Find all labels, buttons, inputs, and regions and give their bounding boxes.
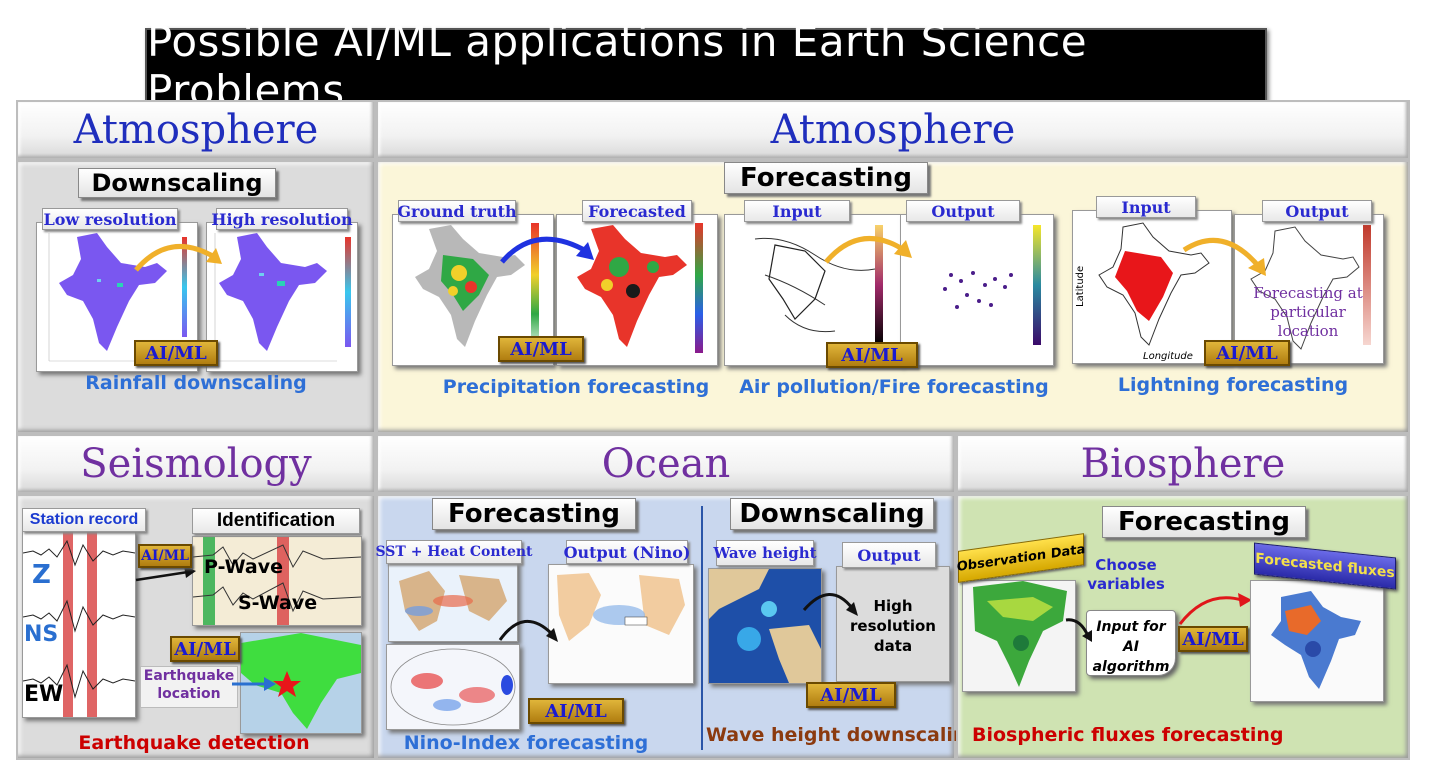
subtitle-forecasting-atm: Forecasting	[724, 162, 928, 194]
tag-air-input: Input	[744, 200, 850, 222]
input-ai-note: Input for AI algorithm	[1086, 610, 1176, 676]
aiml-badge-downscaling: AI/ML	[134, 340, 218, 366]
aiml-badge-air: AI/ML	[826, 342, 918, 368]
forecasted-map	[556, 214, 718, 366]
lightning-input-map: Latitude Longitude	[1072, 210, 1232, 364]
tag-wave-height: Wave height	[713, 540, 817, 566]
arrow-bio-2	[1178, 593, 1252, 625]
channel-z: Z	[32, 560, 51, 590]
choose-variables-note: Choose variables	[1087, 556, 1165, 593]
arrow-seismology	[135, 566, 196, 582]
caption-nino: Nino-Index forecasting	[403, 732, 649, 754]
lightning-output-map	[1234, 214, 1384, 364]
sst-map-2-graphic	[387, 645, 519, 729]
caption-wave: Wave height downscaling	[706, 724, 981, 746]
ground-truth-graphic	[415, 223, 539, 353]
arrow-air	[824, 235, 912, 264]
page-title: Possible AI/ML applications in Earth Sci…	[147, 17, 1088, 115]
caption-air-pollution: Air pollution/Fire forecasting	[739, 376, 1049, 398]
station-record-graphic	[22, 531, 136, 717]
arrow-precip	[500, 236, 594, 264]
subtitle-bio-forecasting: Forecasting	[1102, 506, 1306, 538]
title-bar: Possible AI/ML applications in Earth Sci…	[145, 17, 1267, 115]
tag-wave-output: Output	[842, 542, 936, 568]
air-input-graphic	[754, 225, 883, 345]
identification-plot	[192, 536, 362, 626]
sst-map-1-graphic	[389, 561, 517, 641]
observation-graphic	[963, 581, 1075, 691]
wave-output-note: High resolution data	[850, 597, 936, 655]
air-output-graphic	[943, 225, 1041, 345]
tag-identification: Identification	[192, 508, 360, 534]
aiml-badge-nino: AI/ML	[528, 698, 624, 724]
wave-output-box	[836, 566, 950, 682]
lightning-output-note: Forecasting at particular location	[1253, 284, 1363, 340]
channel-ew: EW	[24, 682, 64, 707]
lightning-input-graphic: Latitude Longitude	[1075, 222, 1210, 362]
earthquake-location-graphic	[241, 633, 361, 729]
sst-map-1	[388, 560, 518, 642]
sst-map-2	[386, 644, 520, 730]
aiml-badge-lightning: AI/ML	[1204, 340, 1290, 366]
wave-height-map	[708, 568, 822, 684]
aiml-badge-precip: AI/ML	[498, 336, 584, 362]
lightning-ylabel: Latitude	[1075, 266, 1086, 307]
header-ocean: Ocean	[376, 434, 956, 494]
tag-nino-output: Output (Nino)	[564, 540, 690, 564]
ocean-divider	[701, 506, 703, 750]
aiml-badge-seis-1: AI/ML	[138, 544, 192, 568]
tag-air-output: Output	[906, 200, 1020, 222]
subtitle-ocean-downscaling: Downscaling	[730, 498, 934, 530]
earthquake-location-note: Earthquake location	[140, 666, 238, 708]
arrow-bio-1	[1065, 618, 1092, 642]
tag-forecasted: Forecasted	[582, 200, 692, 222]
air-output-map	[900, 214, 1054, 366]
arrow-nino	[498, 619, 558, 642]
arrow-downscaling	[134, 243, 222, 272]
fluxes-map	[1250, 580, 1384, 702]
caption-rainfall-downscaling: Rainfall downscaling	[85, 372, 307, 394]
arrow-location	[232, 677, 276, 691]
label-p-wave: P-Wave	[204, 556, 283, 578]
header-seismology: Seismology	[16, 434, 376, 494]
aiml-badge-wave: AI/ML	[806, 682, 896, 708]
tag-lightning-input: Input	[1096, 196, 1196, 218]
observation-map	[962, 580, 1076, 692]
label-s-wave: S-Wave	[238, 592, 318, 614]
aiml-badge-seis-2: AI/ML	[170, 636, 240, 662]
arrow-lightning	[1182, 237, 1266, 276]
fluxes-graphic	[1251, 581, 1383, 701]
caption-biospheric: Biospheric fluxes forecasting	[972, 724, 1284, 746]
caption-precipitation: Precipitation forecasting	[442, 376, 710, 398]
forecasted-graphic	[577, 223, 703, 353]
caption-earthquake: Earthquake detection	[78, 732, 310, 754]
subtitle-ocean-forecasting: Forecasting	[432, 498, 636, 530]
header-atmosphere-left: Atmosphere	[16, 100, 376, 160]
wave-height-graphic	[709, 569, 821, 683]
tag-high-resolution: High resolution	[211, 208, 353, 230]
aiml-badge-bio: AI/ML	[1178, 626, 1248, 652]
tag-low-resolution: Low resolution	[42, 208, 178, 230]
channel-ns: NS	[24, 622, 59, 647]
tag-sst: SST + Heat Content	[375, 540, 533, 564]
tag-ground-truth: Ground truth	[397, 200, 517, 222]
lightning-xlabel: Longitude	[1143, 351, 1193, 362]
header-biosphere: Biosphere	[956, 434, 1410, 494]
nino-output-graphic	[549, 565, 693, 683]
tag-lightning-output: Output	[1262, 200, 1372, 222]
header-atmosphere-right: Atmosphere	[376, 100, 1410, 160]
nino-output-map	[548, 564, 694, 684]
lightning-output-graphic	[1250, 225, 1371, 350]
caption-lightning: Lightning forecasting	[1117, 374, 1349, 396]
identification-graphic	[192, 537, 362, 625]
station-record-plot	[22, 530, 136, 718]
subtitle-downscaling: Downscaling	[78, 168, 276, 198]
tag-station-record: Station record	[22, 508, 146, 532]
arrow-wave	[802, 593, 858, 616]
